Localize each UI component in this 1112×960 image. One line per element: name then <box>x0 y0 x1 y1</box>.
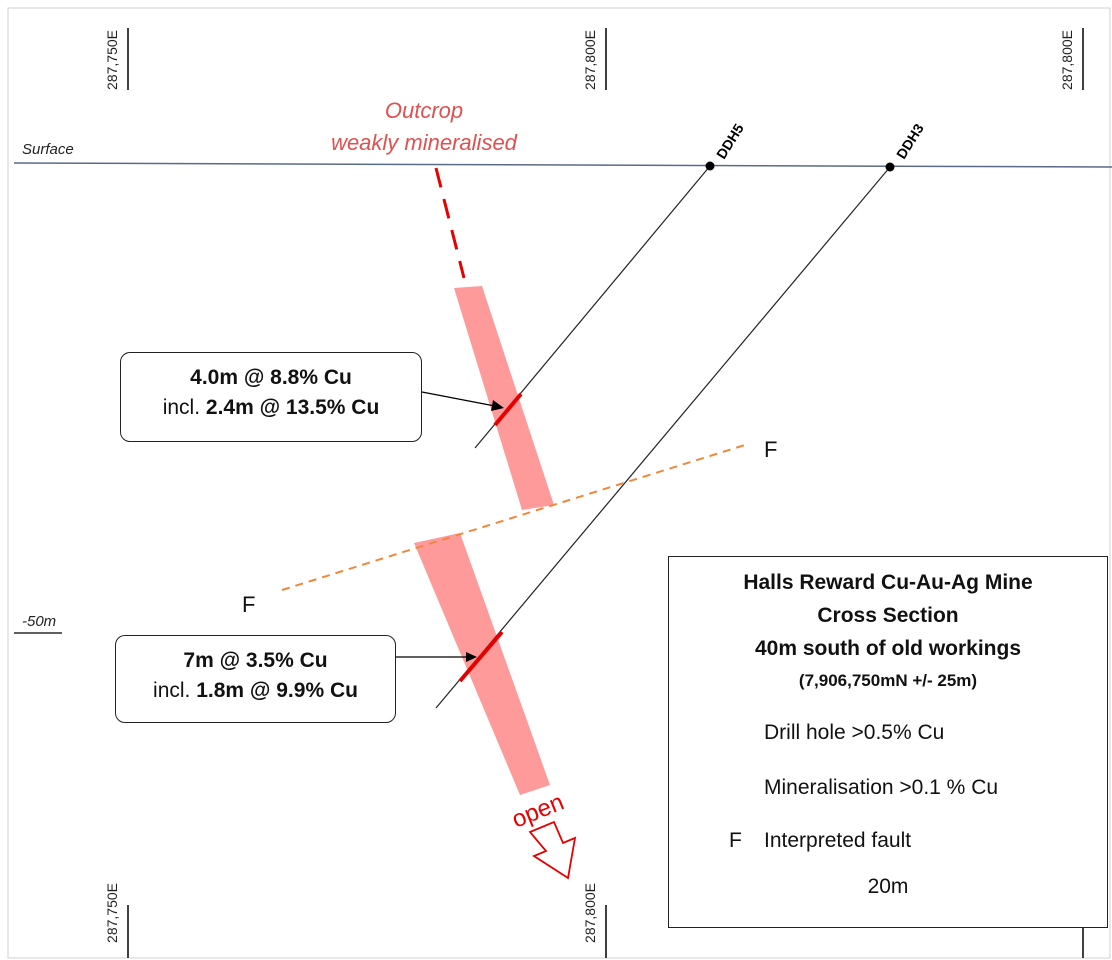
callout-upper-arrowhead <box>491 400 504 411</box>
legend-drill-hole-label: Drill hole >0.5% Cu <box>764 721 945 744</box>
scale-bar-label: 20m <box>867 875 909 898</box>
open-label: open <box>508 789 568 834</box>
intercept-lower-incl: incl. <box>153 679 197 702</box>
outcrop-projection-dashed <box>434 167 466 279</box>
outcrop-label-line2: weakly mineralised <box>331 130 518 155</box>
intercept-upper-incl: incl. <box>162 396 206 419</box>
depth-label: -50m <box>22 613 56 630</box>
high-grade-interval-upper <box>493 392 523 427</box>
intercept-callout-upper: 4.0m @ 8.8% Cu incl. 2.4m @ 13.5% Cu <box>120 352 422 442</box>
coord-top-left: 287,750E <box>104 30 120 90</box>
mineralisation-upper-body <box>454 286 554 510</box>
legend-title-line1: Halls Reward Cu-Au-Ag Mine <box>743 571 1033 594</box>
intercept-upper-line2: 2.4m @ 13.5% Cu <box>205 396 380 419</box>
outcrop-label-line1: Outcrop <box>385 98 463 123</box>
drill-hole-ddh3-trace <box>435 166 891 709</box>
mineralisation-lower-body <box>414 533 550 795</box>
legend-fault-label: Interpreted fault <box>764 829 912 852</box>
legend-fault-key: F <box>729 829 742 852</box>
coord-top-right: 287,800E <box>1059 30 1075 90</box>
intercept-upper-line1: 4.0m @ 8.8% Cu <box>190 366 352 389</box>
coord-top-mid: 287,800E <box>582 30 598 90</box>
intercept-callout-lower: 7m @ 3.5% Cu incl. 1.8m @ 9.9% Cu <box>115 635 396 723</box>
callout-upper-arrow <box>421 391 501 408</box>
coord-bottom-left: 287,750E <box>104 883 120 943</box>
drill-hole-label-ddh3: DDH3 <box>893 121 927 162</box>
intercept-lower-line2: 1.8m @ 9.9% Cu <box>196 679 358 702</box>
legend-mineralisation-label: Mineralisation >0.1 % Cu <box>764 776 999 799</box>
fault-label-right: F <box>764 437 777 462</box>
legend-box: Halls Reward Cu-Au-Ag Mine Cross Section… <box>668 556 1108 928</box>
legend-title-line3: 40m south of old workings <box>754 637 1022 660</box>
legend-subtitle: (7,906,750mN +/- 25m) <box>798 671 978 690</box>
drill-hole-label-ddh5: DDH5 <box>713 121 747 162</box>
interpreted-fault-line <box>281 444 746 591</box>
open-arrow-icon <box>528 820 577 880</box>
fault-label-left: F <box>242 592 255 617</box>
surface-line <box>13 162 1112 168</box>
coord-bottom-mid: 287,800E <box>582 883 598 943</box>
surface-label: Surface <box>22 141 74 158</box>
drill-collar-ddh5 <box>705 161 715 171</box>
drill-collar-ddh3 <box>885 162 895 172</box>
frame-border <box>7 7 1111 959</box>
legend-title-line2: Cross Section <box>817 604 959 627</box>
callout-lower-arrowhead <box>466 652 477 662</box>
high-grade-interval-lower <box>458 630 504 683</box>
intercept-lower-line1: 7m @ 3.5% Cu <box>183 649 328 672</box>
